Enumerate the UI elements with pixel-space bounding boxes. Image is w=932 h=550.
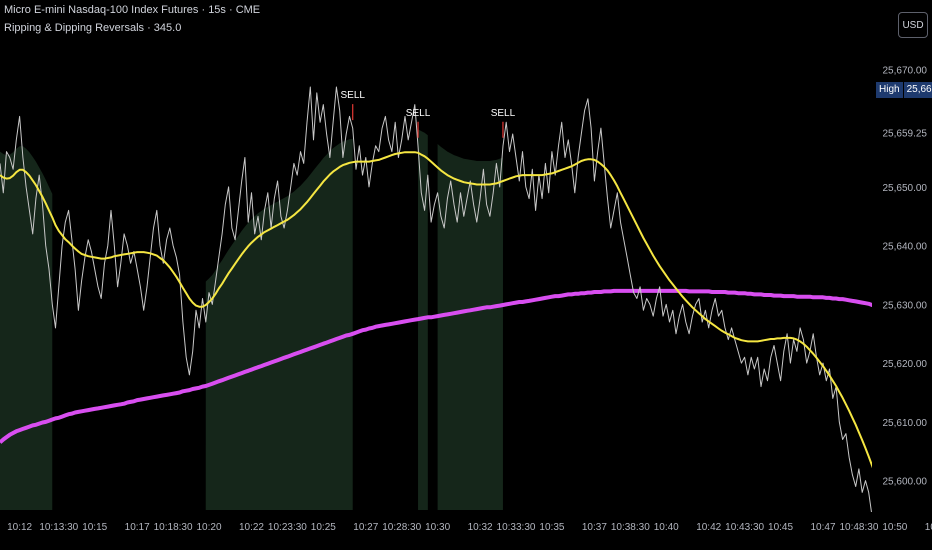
x-tick-label: 10:38:30 [611, 522, 650, 533]
shaded-region-1 [0, 146, 53, 511]
y-tick-label: 25,600.00 [883, 477, 928, 488]
x-tick-label: 10:27 [353, 522, 378, 533]
y-tick-label: 25,610.00 [883, 418, 928, 429]
x-tick-label: 10:48:30 [839, 522, 878, 533]
shaded-region-4 [437, 144, 503, 510]
y-tick-label: 25,650.00 [883, 183, 928, 194]
y-tick-label: 25,640.00 [883, 242, 928, 253]
x-tick-label: 10:50 [882, 522, 907, 533]
x-tick-label: 10:28:30 [382, 522, 421, 533]
x-tick-label: 10:45 [768, 522, 793, 533]
x-tick-label: 10:32 [468, 522, 493, 533]
x-tick-label: 10:35 [539, 522, 564, 533]
shaded-regions [0, 129, 503, 511]
x-tick-label: 10:30 [425, 522, 450, 533]
x-tick-label: 10:18:30 [154, 522, 193, 533]
slow-ma-line [0, 288, 929, 444]
sell-markers: SELL SELL SELL [340, 90, 516, 138]
x-tick-label: 10:40 [654, 522, 679, 533]
series-lines [0, 86, 929, 523]
x-tick-label: 10:52 [925, 522, 932, 533]
x-tick-label: 10:12 [7, 522, 32, 533]
x-tick-label: 10:33:30 [497, 522, 536, 533]
indicator-title: Ripping & Dipping Reversals · 345.0 [4, 22, 182, 34]
x-tick-label: 10:42 [696, 522, 721, 533]
high-label: High [876, 82, 903, 98]
x-tick-label: 10:25 [311, 522, 336, 533]
y-tick-label: 25,659.25 [883, 129, 928, 140]
symbol-title: Micro E-mini Nasdaq-100 Index Futures · … [4, 4, 261, 16]
x-tick-label: 10:22 [239, 522, 264, 533]
sell-label-3: SELL [491, 108, 516, 119]
x-tick-label: 10:37 [582, 522, 607, 533]
x-tick-label: 10:15 [82, 522, 107, 533]
x-tick-label: 10:47 [810, 522, 835, 533]
y-tick-label: 25,630.00 [883, 300, 928, 311]
shaded-region-2 [205, 138, 353, 510]
x-tick-label: 10:17 [125, 522, 150, 533]
sell-label-2: SELL [406, 108, 431, 119]
high-price-tag: High 25,666.50 [876, 82, 932, 98]
x-axis: 10:12 10:13:30 10:15 10:17 10:18:30 10:20 10:2… [0, 512, 932, 550]
y-tick-label: 25,620.00 [883, 359, 928, 370]
x-tick-label: 10:20 [197, 522, 222, 533]
x-tick-label: 10:13:30 [39, 522, 78, 533]
price-line [0, 86, 873, 516]
fast-ma-line [0, 151, 893, 523]
y-tick-label: 25,670.00 [883, 65, 928, 76]
high-value: 25,666.50 [902, 82, 932, 98]
x-tick-label: 10:23:30 [268, 522, 307, 533]
x-tick-label: 10:43:30 [725, 522, 764, 533]
currency-button[interactable]: USD [898, 12, 928, 38]
sell-label-1: SELL [340, 90, 365, 101]
x-axis-background [0, 512, 932, 550]
